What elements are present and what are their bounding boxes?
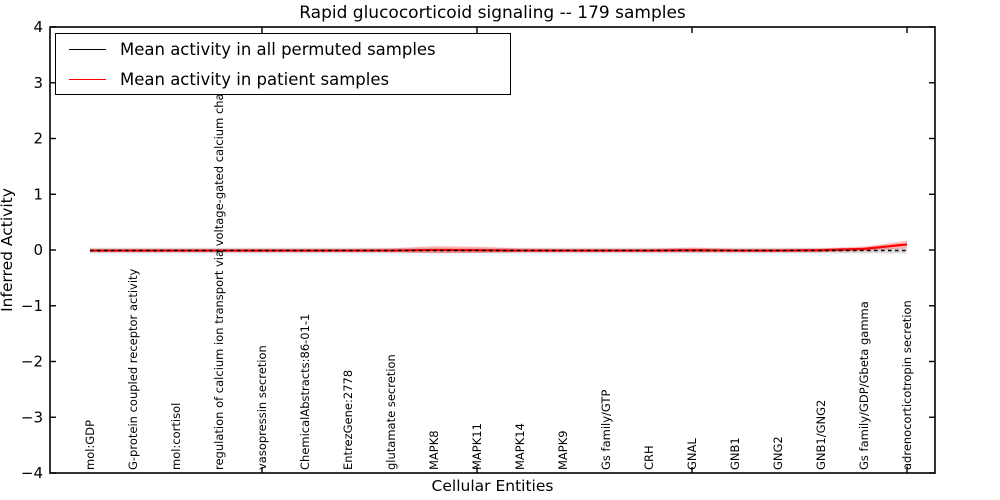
x-category-label: MAPK14 [513,423,527,470]
legend-line-swatch [69,78,106,80]
x-category-label: GNAL [685,438,699,470]
x-category-label: adrenocorticotropin secretion [900,300,914,470]
y-tick-label: 2 [33,130,43,148]
y-tick-label: 1 [33,185,43,203]
x-category-label: GNB1 [728,437,742,470]
legend-entry-label: Mean activity in all permuted samples [120,39,436,59]
x-category-label: regulation of calcium ion transport via … [212,69,226,470]
x-category-label: EntrezGene:2778 [341,370,355,470]
x-axis-label: Cellular Entities [431,477,554,495]
legend-entry: Mean activity in all permuted samples [56,36,510,63]
x-category-label: Gs family/GTP [599,390,613,470]
y-tick-label: 0 [33,241,43,259]
y-tick-label: 4 [33,18,43,36]
y-tick-label: −2 [21,353,43,371]
x-category-label: G-protein coupled receptor activity [126,268,140,470]
legend-line-swatch [69,48,106,50]
x-category-label: Gs family/GDP/Gbeta gamma [857,301,871,470]
x-category-label: vasopressin secretion [255,345,269,470]
x-category-label: CRH [642,445,656,470]
x-category-label: MAPK11 [470,423,484,470]
y-tick-label: −1 [21,297,43,315]
y-tick-label: 3 [33,74,43,92]
x-category-label: mol:GDP [83,420,97,470]
x-category-label: mol:cortisol [169,403,183,470]
x-category-label: MAPK8 [427,430,441,470]
plot-title: Rapid glucocorticoid signaling -- 179 sa… [299,3,686,23]
x-category-label: ChemicalAbstracts:86-01-1 [298,314,312,470]
legend-box: Mean activity in all permuted samples Mea… [55,33,511,95]
x-category-label: MAPK9 [556,430,570,470]
legend-entry: Mean activity in patient samples [56,66,510,93]
x-category-label: GNB1/GNG2 [814,400,828,470]
y-axis-label: Inferred Activity [0,188,16,312]
y-tick-label: −3 [21,408,43,426]
x-category-label: GNG2 [771,436,785,470]
x-category-label: glutamate secretion [384,354,398,470]
legend-entry-label: Mean activity in patient samples [120,69,390,89]
y-tick-label: −4 [21,464,43,482]
